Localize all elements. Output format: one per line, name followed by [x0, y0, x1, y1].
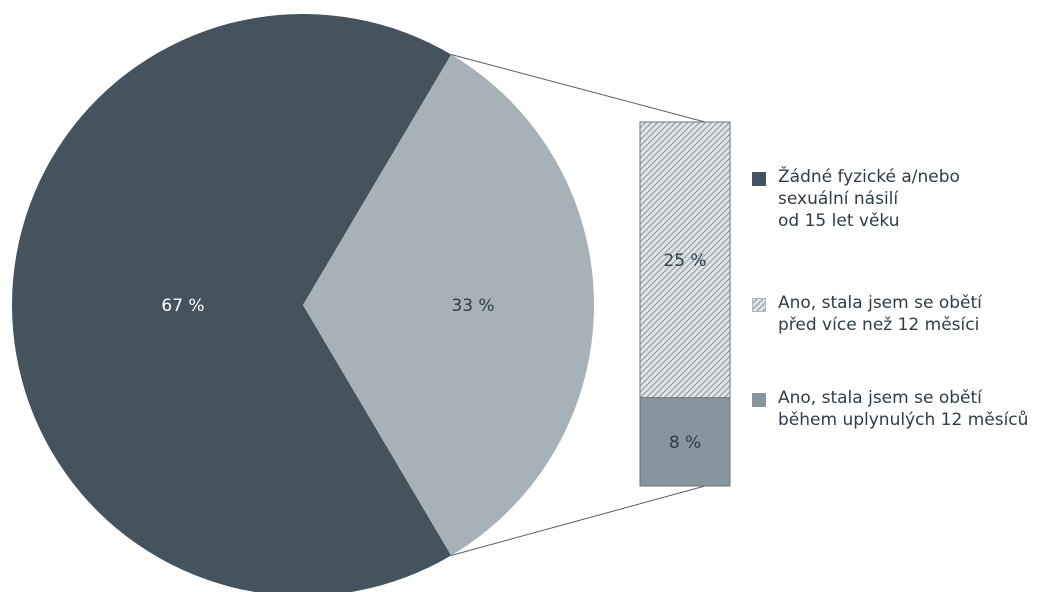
pie-slice-no-violence [12, 14, 452, 592]
bar-label-8: 8 % [669, 433, 701, 453]
legend-item-older-than-12-months: Ano, stala jsem se obětí před více než 1… [752, 292, 982, 336]
legend-label-older-than-12-months: Ano, stala jsem se obětí před více než 1… [778, 293, 982, 335]
legend-swatch-no-violence [752, 172, 766, 186]
legend-label-last-12-months: Ano, stala jsem se obětí během uplynulýc… [778, 388, 1029, 430]
connector-line-bottom [450, 485, 706, 556]
legend-label-no-violence: Žádné fyzické a/nebo sexuální násilí od … [778, 167, 960, 231]
pie-label-33: 33 % [451, 296, 494, 316]
legend-item-no-violence: Žádné fyzické a/nebo sexuální násilí od … [752, 166, 960, 232]
legend-swatch-last-12-months [752, 393, 766, 407]
bar-segment-older-than-12-months [639, 121, 731, 399]
legend: Žádné fyzické a/nebo sexuální násilí od … [752, 0, 1058, 592]
bar-segment-last-12-months [639, 397, 731, 487]
connector-line-top [451, 54, 706, 123]
pie-slice-victim [303, 54, 595, 556]
legend-swatch-hatched [752, 298, 766, 312]
legend-item-last-12-months: Ano, stala jsem se obětí během uplynulýc… [752, 387, 1028, 431]
bar-label-25: 25 % [663, 251, 706, 271]
pie-label-67: 67 % [161, 296, 204, 316]
